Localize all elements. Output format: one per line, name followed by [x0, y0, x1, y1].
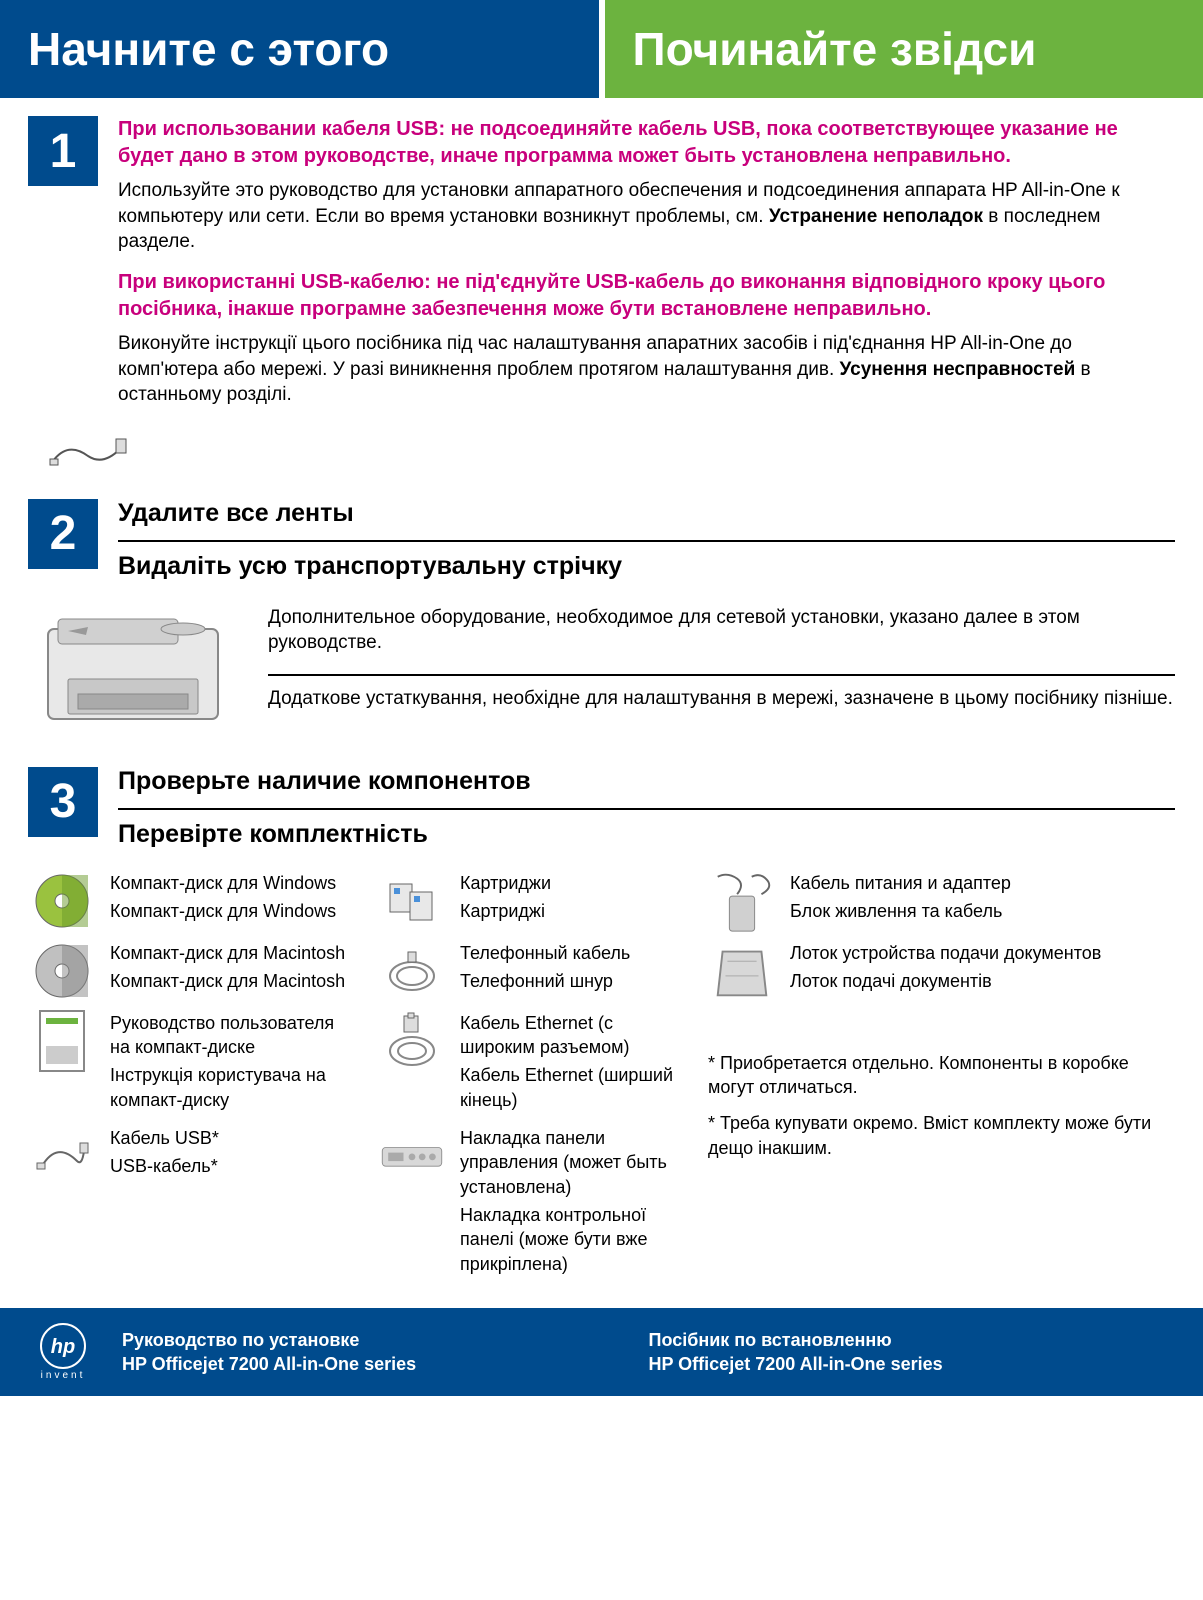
phone-uk: Телефонний шнур	[460, 969, 630, 993]
footer-left-a: Руководство по установке	[122, 1328, 649, 1352]
overlay-icon	[378, 1126, 446, 1186]
cd-mac-uk: Компакт-диск для Macintosh	[110, 969, 345, 993]
usb-uk: USB-кабель*	[110, 1154, 219, 1178]
step3-title-uk: Перевірте комплектність	[118, 820, 1175, 855]
component-manual: Руководство пользователя на компакт-диск…	[28, 1011, 348, 1116]
manual-icon	[28, 1011, 96, 1071]
header-left: Начните с этого	[0, 0, 599, 98]
component-overlay: Накладка панели управления (может быть у…	[378, 1126, 678, 1280]
tray-icon	[708, 941, 776, 1001]
cd-win-ru: Компакт-диск для Windows	[110, 871, 336, 895]
manual-uk: Інструкція користувача на компакт-диску	[110, 1063, 348, 1112]
component-mac-cd: Компакт-диск для Macintosh Компакт-диск …	[28, 941, 348, 1001]
step1-desc-ru-bold: Устранение неполадок	[769, 206, 983, 227]
step2-content: Дополнительное оборудование, необходимое…	[0, 593, 1203, 749]
cd-green-icon	[28, 871, 96, 931]
step1-warning-uk: При використанні USB-кабелю: не під'єдну…	[118, 269, 1175, 323]
step1-desc-uk: Виконуйте інструкції цього посібника під…	[118, 331, 1175, 408]
step2-title-uk: Видаліть усю транспортувальну стрічку	[118, 552, 1175, 587]
cartridge-uk: Картриджі	[460, 899, 551, 923]
svg-text:hp: hp	[51, 1336, 75, 1358]
power-uk: Блок живлення та кабель	[790, 899, 1011, 923]
step-1-number: 1	[28, 116, 98, 186]
ethernet-uk: Кабель Ethernet (ширший кінець)	[460, 1063, 678, 1112]
cartridge-ru: Картриджи	[460, 871, 551, 895]
footer-right: Посібник по встановленню HP Officejet 72…	[649, 1328, 1176, 1377]
component-ethernet: Кабель Ethernet (с широким разъемом) Каб…	[378, 1011, 678, 1116]
usb-icon	[28, 1126, 96, 1186]
ethernet-ru: Кабель Ethernet (с широким разъемом)	[460, 1011, 678, 1060]
step-2: 2 Удалите все ленты Видаліть усю транспо…	[0, 481, 1203, 593]
overlay-uk: Накладка контрольної панелі (може бути в…	[460, 1203, 678, 1276]
step-2-number: 2	[28, 499, 98, 569]
component-tray: Лоток устройства подачи документов Лоток…	[708, 941, 1175, 1001]
rule	[118, 540, 1175, 542]
svg-text:invent: invent	[41, 1370, 86, 1381]
step-3: 3 Проверьте наличие компонентов Перевірт…	[0, 749, 1203, 861]
note-uk: * Треба купувати окремо. Вміст комплекту…	[708, 1111, 1175, 1160]
step1-desc-uk-bold: Усунення несправностей	[840, 359, 1076, 380]
rule	[268, 674, 1175, 676]
component-windows-cd: Компакт-диск для Windows Компакт-диск дл…	[28, 871, 348, 931]
step-1: 1 При использовании кабеля USB: не подсо…	[0, 98, 1203, 422]
components-grid: Компакт-диск для Windows Компакт-диск дл…	[0, 861, 1203, 1290]
usb-ru: Кабель USB*	[110, 1126, 219, 1150]
rule	[118, 808, 1175, 810]
step2-note-uk: Додаткове устаткування, необхідне для на…	[268, 686, 1175, 712]
power-icon	[708, 871, 776, 931]
usb-cable-icon	[48, 426, 128, 476]
component-usb: Кабель USB* USB-кабель*	[28, 1126, 348, 1186]
power-ru: Кабель питания и адаптер	[790, 871, 1011, 895]
header: Начните с этого Починайте звідси	[0, 0, 1203, 98]
tray-uk: Лоток подачі документів	[790, 969, 1101, 993]
component-cartridges: Картриджи Картриджі	[378, 871, 678, 931]
phone-cable-icon	[378, 941, 446, 1001]
overlay-ru: Накладка панели управления (может быть у…	[460, 1126, 678, 1199]
cd-grey-icon	[28, 941, 96, 1001]
step2-title-ru: Удалите все ленты	[118, 499, 1175, 534]
step3-title-ru: Проверьте наличие компонентов	[118, 767, 1175, 802]
footer-left: Руководство по установке HP Officejet 72…	[122, 1328, 649, 1377]
manual-ru: Руководство пользователя на компакт-диск…	[110, 1011, 348, 1060]
hp-logo-icon: hp invent	[28, 1322, 98, 1382]
step2-note-ru: Дополнительное оборудование, необходимое…	[268, 605, 1175, 656]
step1-desc-ru: Используйте это руководство для установк…	[118, 178, 1175, 255]
printer-icon	[28, 599, 238, 749]
note-ru: * Приобретается отдельно. Компоненты в к…	[708, 1051, 1175, 1100]
component-power: Кабель питания и адаптер Блок живлення т…	[708, 871, 1175, 931]
cartridge-icon	[378, 871, 446, 931]
footer-right-a: Посібник по встановленню	[649, 1328, 1176, 1352]
footer-right-b: HP Officejet 7200 All-in-One series	[649, 1352, 1176, 1376]
tray-ru: Лоток устройства подачи документов	[790, 941, 1101, 965]
step-3-number: 3	[28, 767, 98, 837]
step1-warning-ru: При использовании кабеля USB: не подсоед…	[118, 116, 1175, 170]
cd-win-uk: Компакт-диск для Windows	[110, 899, 336, 923]
ethernet-icon	[378, 1011, 446, 1071]
component-phone-cable: Телефонный кабель Телефонний шнур	[378, 941, 678, 1001]
cd-mac-ru: Компакт-диск для Macintosh	[110, 941, 345, 965]
header-right: Починайте звідси	[599, 0, 1203, 98]
phone-ru: Телефонный кабель	[460, 941, 630, 965]
footer-left-b: HP Officejet 7200 All-in-One series	[122, 1352, 649, 1376]
footer: hp invent Руководство по установке HP Of…	[0, 1308, 1203, 1396]
